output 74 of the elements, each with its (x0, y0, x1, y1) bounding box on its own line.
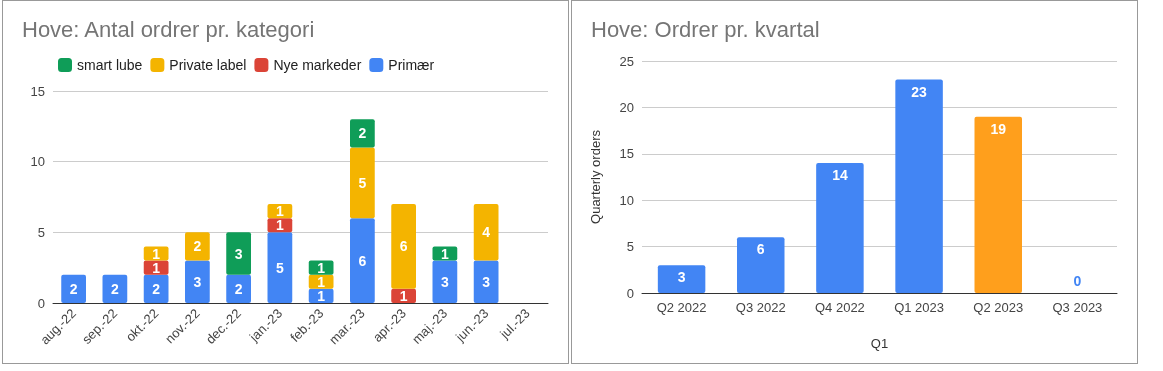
data-label: 3 (234, 245, 243, 262)
data-label: 1 (152, 259, 161, 276)
data-label: 6 (756, 241, 765, 258)
y-tick-label: 5 (626, 239, 634, 255)
bar (974, 116, 1022, 293)
bar (226, 232, 251, 275)
chart-title: Hove: Ordrer pr. kvartal (591, 16, 820, 42)
data-label: 5 (358, 174, 367, 191)
bar (185, 232, 210, 261)
x-tick-label: Q4 2022 (814, 300, 865, 315)
y-axis-title: Quarterly orders (588, 129, 603, 224)
bar (143, 274, 169, 303)
bar (473, 260, 499, 303)
data-label: 6 (399, 238, 408, 255)
data-label: 1 (440, 245, 449, 262)
data-label: 6 (358, 252, 367, 269)
x-tick-label: Q1 2023 (894, 300, 945, 315)
data-label: 1 (152, 245, 161, 262)
y-tick-label: 0 (626, 285, 634, 301)
data-label: 2 (110, 280, 119, 297)
data-label: 2 (69, 280, 78, 297)
y-tick-label: 15 (30, 83, 45, 99)
legend-label: Private label (169, 57, 247, 73)
legend-label: Nye markeder (273, 57, 362, 73)
y-tick-label: 10 (30, 154, 45, 170)
data-label: 3 (677, 269, 686, 286)
data-label: 1 (317, 287, 326, 304)
legend-label: smart lube (77, 57, 143, 73)
y-tick-label: 25 (619, 53, 634, 69)
data-label: 4 (482, 224, 491, 241)
data-label: 19 (990, 120, 1007, 137)
bar (816, 163, 864, 293)
data-label: 23 (911, 83, 928, 100)
x-axis-title: Q1 (870, 336, 889, 351)
x-tick-label: Q3 2022 (735, 300, 786, 315)
bar (267, 232, 293, 303)
y-tick-label: 10 (619, 192, 634, 208)
data-label: 2 (152, 280, 161, 297)
legend-label: Primær (388, 57, 435, 73)
bar (895, 79, 943, 293)
data-label: 14 (832, 167, 848, 184)
data-label: 3 (193, 273, 202, 290)
y-tick-label: 20 (619, 99, 634, 115)
bar (350, 218, 375, 303)
data-label: 1 (317, 259, 326, 276)
bar (143, 246, 169, 261)
bar (657, 265, 706, 293)
data-label: 1 (275, 217, 284, 234)
x-tick-label: Q3 2023 (1052, 300, 1103, 315)
data-label: 2 (193, 238, 202, 255)
bar (350, 119, 375, 148)
data-label: 1 (399, 287, 408, 304)
bar (61, 274, 86, 303)
bar (350, 147, 375, 219)
bar (473, 204, 499, 261)
data-label: 2 (234, 280, 243, 297)
bar (737, 237, 785, 293)
data-label: 5 (275, 259, 284, 276)
chart-title: Hove: Antal ordrer pr. kategori (22, 16, 315, 42)
bar (391, 204, 416, 289)
data-label: 3 (482, 273, 491, 290)
data-label: 0 (1073, 273, 1082, 289)
data-label: 1 (275, 203, 284, 220)
x-tick-label: Q2 2022 (656, 300, 707, 315)
bar (432, 260, 458, 303)
data-label: 1 (317, 273, 326, 290)
y-tick-label: 5 (37, 224, 45, 240)
bar (185, 260, 210, 303)
bar (226, 274, 251, 303)
y-tick-label: 0 (37, 295, 45, 311)
data-label: 3 (440, 273, 449, 290)
x-tick-label: Q2 2023 (973, 300, 1024, 315)
y-tick-label: 15 (619, 146, 634, 162)
data-label: 2 (358, 125, 367, 142)
